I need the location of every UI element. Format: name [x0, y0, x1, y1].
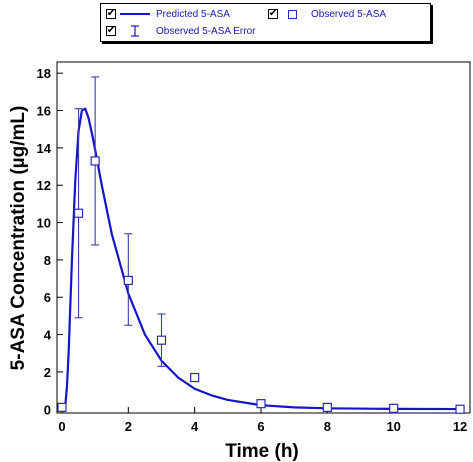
observed-point — [256, 399, 266, 409]
y-tick-label: 10 — [37, 216, 51, 231]
x-tick-label: 4 — [191, 419, 199, 434]
observed-point — [90, 156, 100, 166]
line-symbol-icon — [120, 13, 150, 15]
legend-label-observed: Observed 5-ASA — [311, 8, 387, 20]
x-axis-title: Time (h) — [225, 441, 299, 462]
checkbox-icon[interactable]: ✔ — [106, 25, 116, 36]
error-bar-icon — [120, 25, 150, 37]
checkbox-icon[interactable]: ✔ — [106, 8, 116, 19]
legend-item-error[interactable]: ✔ Observed 5-ASA Error — [106, 24, 255, 38]
observed-point — [123, 275, 133, 286]
legend-box: ✔ Predicted 5-ASA ✔ Observed 5-ASA ✔ Obs… — [100, 3, 431, 42]
y-tick-label: 12 — [37, 178, 51, 193]
x-axis-ticks: 0 2 4 6 8 10 12 — [58, 407, 467, 434]
x-tick-label: 6 — [257, 419, 264, 434]
x-tick-label: 0 — [58, 419, 65, 434]
y-tick-label: 14 — [37, 141, 52, 156]
y-tick-label: 4 — [44, 328, 52, 343]
x-tick-label: 12 — [453, 419, 467, 434]
x-tick-label: 2 — [125, 419, 132, 434]
y-axis-ticks: 0 2 4 6 8 10 12 14 16 18 — [37, 66, 63, 417]
observed-point — [455, 404, 465, 414]
observed-point — [322, 402, 332, 412]
y-tick-label: 6 — [44, 290, 51, 305]
x-tick-label: 10 — [386, 419, 400, 434]
observed-points-group — [57, 156, 465, 414]
predicted-series-line — [61, 107, 461, 411]
legend-item-observed[interactable]: ✔ Observed 5-ASA — [268, 7, 386, 21]
observed-point — [389, 403, 399, 413]
square-marker-icon — [282, 9, 305, 19]
x-tick-label: 8 — [324, 419, 331, 434]
predicted-series-group — [61, 107, 461, 411]
y-tick-label: 16 — [37, 104, 51, 119]
y-tick-label: 2 — [44, 365, 51, 380]
y-axis-title: 5-ASA Concentration (µg/mL) — [8, 106, 29, 371]
plot-frame — [56, 61, 471, 414]
legend-label-predicted: Predicted 5-ASA — [156, 8, 230, 20]
legend-label-error: Observed 5-ASA Error — [156, 25, 256, 37]
checkbox-icon[interactable]: ✔ — [268, 8, 278, 19]
y-tick-label: 0 — [44, 402, 51, 417]
y-tick-label: 8 — [44, 253, 51, 268]
observed-point — [156, 335, 167, 345]
observed-point — [73, 208, 84, 218]
observed-point — [190, 372, 200, 383]
legend-item-predicted[interactable]: ✔ Predicted 5-ASA — [106, 7, 230, 21]
plot-border — [56, 61, 471, 414]
observed-point — [57, 402, 67, 412]
y-tick-label: 18 — [37, 66, 51, 81]
